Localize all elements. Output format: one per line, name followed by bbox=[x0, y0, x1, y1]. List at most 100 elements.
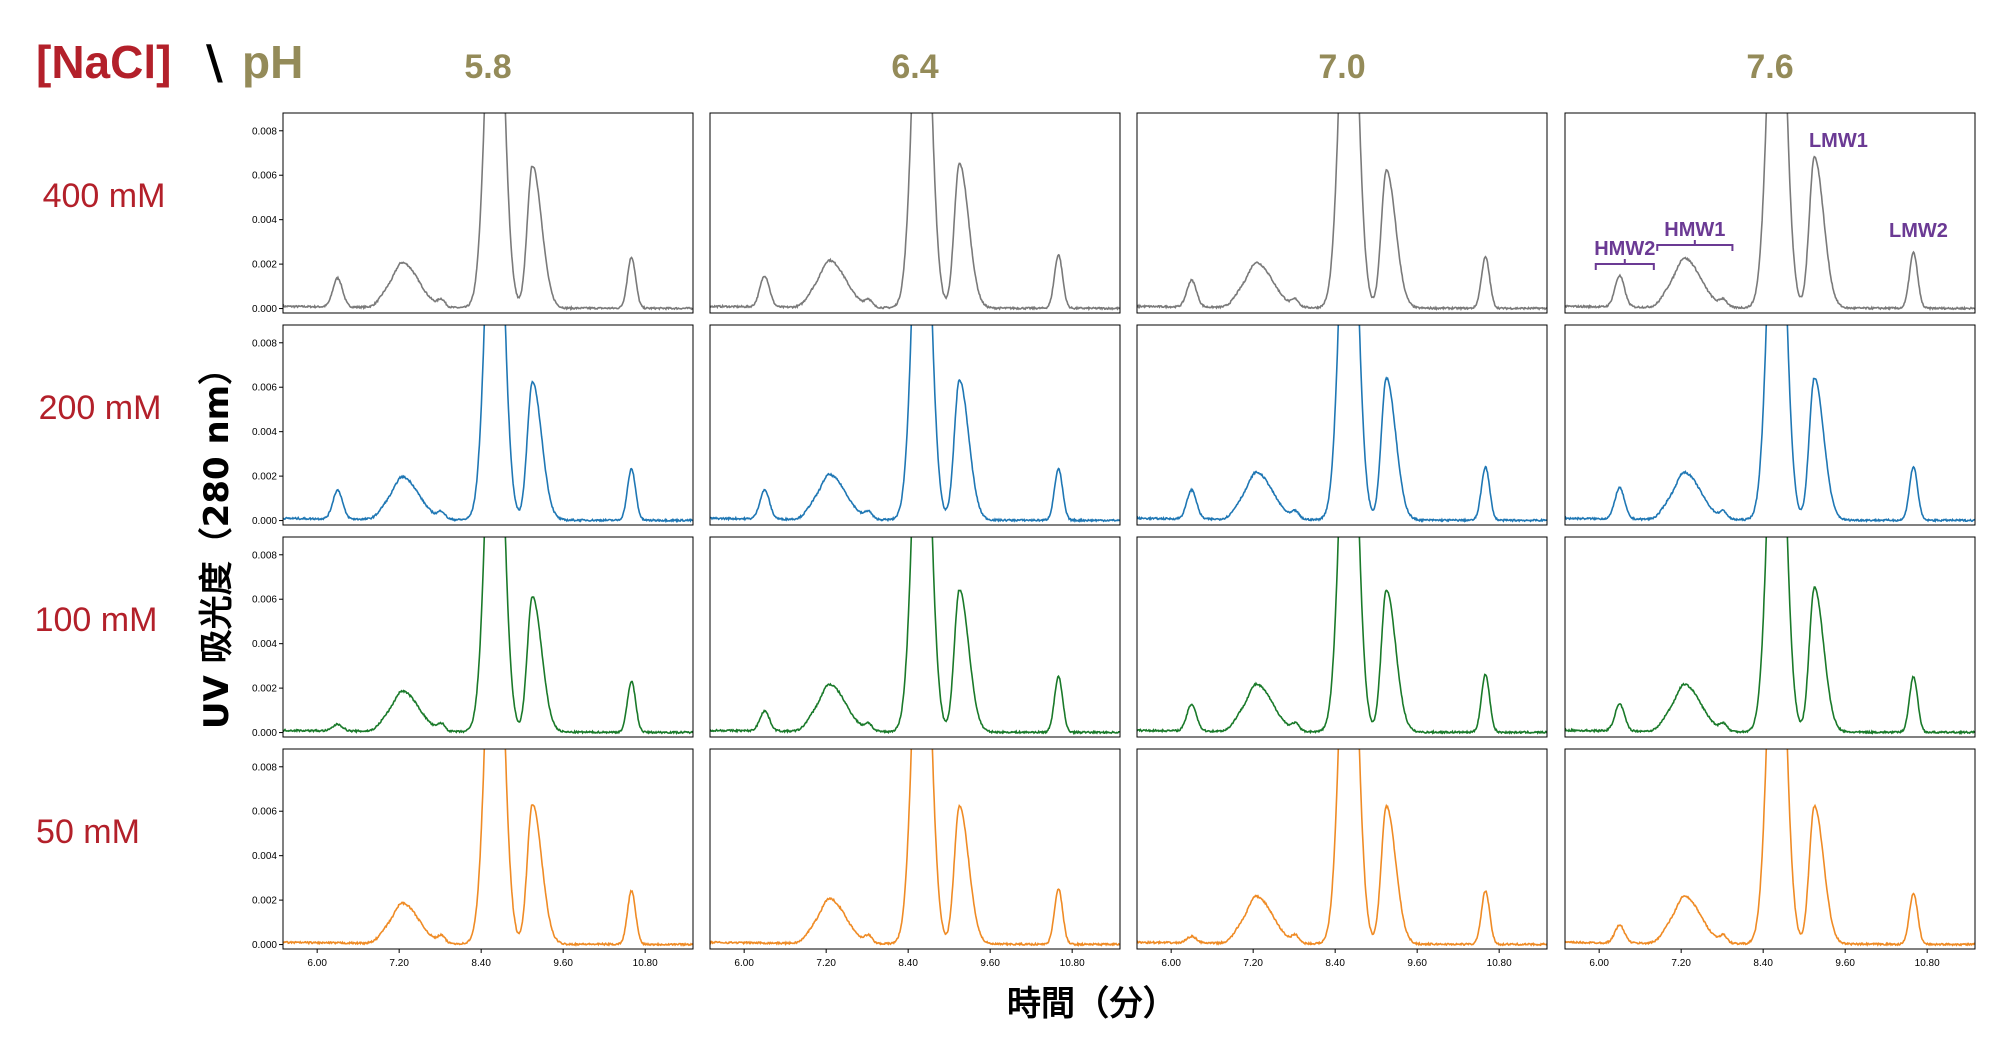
panel-frame bbox=[282, 112, 694, 314]
header-separator: \ bbox=[206, 35, 223, 89]
y-tick-label: 0.008 bbox=[252, 338, 277, 349]
chromatogram-panel: 6.00 7.20 8.40 9.60 10.80 bbox=[1564, 748, 1976, 969]
x-tick-label: 6.00 bbox=[734, 958, 754, 969]
annotation-bracket bbox=[1656, 240, 1734, 251]
y-tick-label: 0.006 bbox=[252, 383, 277, 394]
peak-annotation-label: LMW2 bbox=[1889, 220, 1948, 242]
panel-frame bbox=[1136, 748, 1548, 950]
x-tick-label: 9.60 bbox=[1835, 958, 1855, 969]
y-axis-title: UV 吸光度（280 nm） bbox=[197, 351, 237, 729]
y-tick-label: 0.006 bbox=[252, 807, 277, 818]
chromatogram-panel: 6.00 7.20 8.40 9.60 10.80 bbox=[1136, 748, 1548, 969]
x-tick-label: 8.40 bbox=[1325, 958, 1345, 969]
chromatogram-panel bbox=[1136, 112, 1548, 314]
chromatogram-trace bbox=[710, 749, 1120, 948]
salt-row-label: 200 mM bbox=[39, 389, 162, 427]
y-tick-label: 0.000 bbox=[252, 728, 277, 739]
x-tick-label: 10.80 bbox=[1060, 958, 1085, 969]
salt-row-label: 100 mM bbox=[35, 601, 158, 639]
panel-frame bbox=[1564, 324, 1976, 526]
chromatogram-trace bbox=[710, 325, 1120, 523]
y-tick-label: 0.004 bbox=[252, 851, 277, 862]
chromatogram-panel: 0.000 0.002 0.004 0.006 0.008 bbox=[252, 112, 694, 315]
panel-frame bbox=[1564, 112, 1976, 314]
x-tick-label: 7.20 bbox=[389, 958, 409, 969]
x-axis-title: 時間（分） bbox=[1007, 984, 1177, 1024]
x-tick-label: 8.40 bbox=[471, 958, 491, 969]
panel-frame bbox=[1564, 748, 1976, 950]
chromatogram-trace bbox=[1565, 537, 1975, 736]
y-tick-label: 0.006 bbox=[252, 171, 277, 182]
chromatogram-trace bbox=[1137, 749, 1547, 947]
x-tick-label: 9.60 bbox=[1407, 958, 1427, 969]
x-tick-label: 6.00 bbox=[1589, 958, 1609, 969]
x-tick-label: 6.00 bbox=[1161, 958, 1181, 969]
y-tick-label: 0.004 bbox=[252, 427, 277, 438]
panel-frame bbox=[709, 112, 1121, 314]
chromatogram-trace bbox=[710, 113, 1120, 312]
chromatogram-trace bbox=[710, 537, 1120, 735]
panel-frame bbox=[1136, 324, 1548, 526]
ph-column-label: 6.4 bbox=[891, 48, 938, 86]
peak-annotations: HMW2 HMW1 LMW1 LMW2 bbox=[1594, 130, 1948, 270]
chromatogram-trace bbox=[1565, 325, 1975, 523]
x-tick-label: 10.80 bbox=[1915, 958, 1940, 969]
chromatogram-trace bbox=[1137, 113, 1547, 312]
y-tick-label: 0.008 bbox=[252, 126, 277, 137]
y-tick-label: 0.008 bbox=[252, 550, 277, 561]
y-tick-label: 0.002 bbox=[252, 684, 277, 695]
chromatogram-panel bbox=[709, 536, 1121, 738]
peak-annotation-label: LMW1 bbox=[1809, 130, 1868, 152]
salt-row-label: 50 mM bbox=[36, 813, 140, 851]
x-tick-label: 6.00 bbox=[307, 958, 327, 969]
chromatogram-trace bbox=[1137, 325, 1547, 523]
y-tick-label: 0.002 bbox=[252, 896, 277, 907]
chromatogram-trace bbox=[283, 749, 693, 947]
salt-row-labels: 400 mM 200 mM 100 mM 50 mM bbox=[35, 177, 166, 851]
chromatogram-panel bbox=[1564, 536, 1976, 738]
chromatogram-panel bbox=[1564, 112, 1976, 314]
panel-frame bbox=[1564, 536, 1976, 738]
chromatogram-panel bbox=[709, 112, 1121, 314]
y-tick-label: 0.008 bbox=[252, 762, 277, 773]
y-tick-label: 0.002 bbox=[252, 260, 277, 271]
panel-frame bbox=[282, 536, 694, 738]
chromatogram-panel: 0.000 0.002 0.004 0.006 0.008 bbox=[252, 324, 694, 527]
y-tick-label: 0.004 bbox=[252, 639, 277, 650]
y-tick-label: 0.002 bbox=[252, 472, 277, 483]
x-tick-label: 9.60 bbox=[980, 958, 1000, 969]
chromatogram-trace bbox=[283, 537, 693, 736]
x-tick-label: 7.20 bbox=[1243, 958, 1263, 969]
chromatogram-trace bbox=[283, 113, 693, 312]
panel-frame bbox=[709, 748, 1121, 950]
panel-frame bbox=[1136, 112, 1548, 314]
peak-annotation-label: HMW1 bbox=[1664, 219, 1725, 241]
y-tick-label: 0.006 bbox=[252, 595, 277, 606]
chromatogram-panel bbox=[1564, 324, 1976, 526]
x-tick-label: 8.40 bbox=[1753, 958, 1773, 969]
salt-row-label: 400 mM bbox=[43, 177, 166, 215]
y-tick-label: 0.000 bbox=[252, 940, 277, 951]
ph-header: pH bbox=[242, 36, 303, 88]
chromatogram-trace bbox=[1565, 113, 1975, 311]
chromatogram-panel: 0.000 0.002 0.004 0.006 0.008 bbox=[252, 536, 694, 739]
x-tick-label: 7.20 bbox=[1671, 958, 1691, 969]
panel-frame bbox=[282, 748, 694, 950]
panel-frame bbox=[709, 536, 1121, 738]
y-tick-label: 0.000 bbox=[252, 304, 277, 315]
ph-column-label: 5.8 bbox=[464, 48, 511, 86]
chromatogram-panel: 0.000 0.002 0.004 0.006 0.008 6.00 7.20 8.40 9.6… bbox=[252, 748, 694, 969]
chromatogram-panel: 6.00 7.20 8.40 9.60 10.80 bbox=[709, 748, 1121, 969]
salt-concentration-header: [NaCl] bbox=[36, 36, 171, 88]
x-tick-label: 10.80 bbox=[1487, 958, 1512, 969]
panel-frame bbox=[282, 324, 694, 526]
chromatogram-panel bbox=[709, 324, 1121, 526]
ph-column-label: 7.6 bbox=[1746, 48, 1793, 86]
chromatogram-panel bbox=[1136, 324, 1548, 526]
ph-column-label: 7.0 bbox=[1318, 48, 1365, 86]
y-tick-label: 0.004 bbox=[252, 215, 277, 226]
peak-annotation-label: HMW2 bbox=[1594, 238, 1655, 260]
x-tick-label: 10.80 bbox=[633, 958, 658, 969]
panel-frame bbox=[1136, 536, 1548, 738]
x-tick-label: 8.40 bbox=[898, 958, 918, 969]
